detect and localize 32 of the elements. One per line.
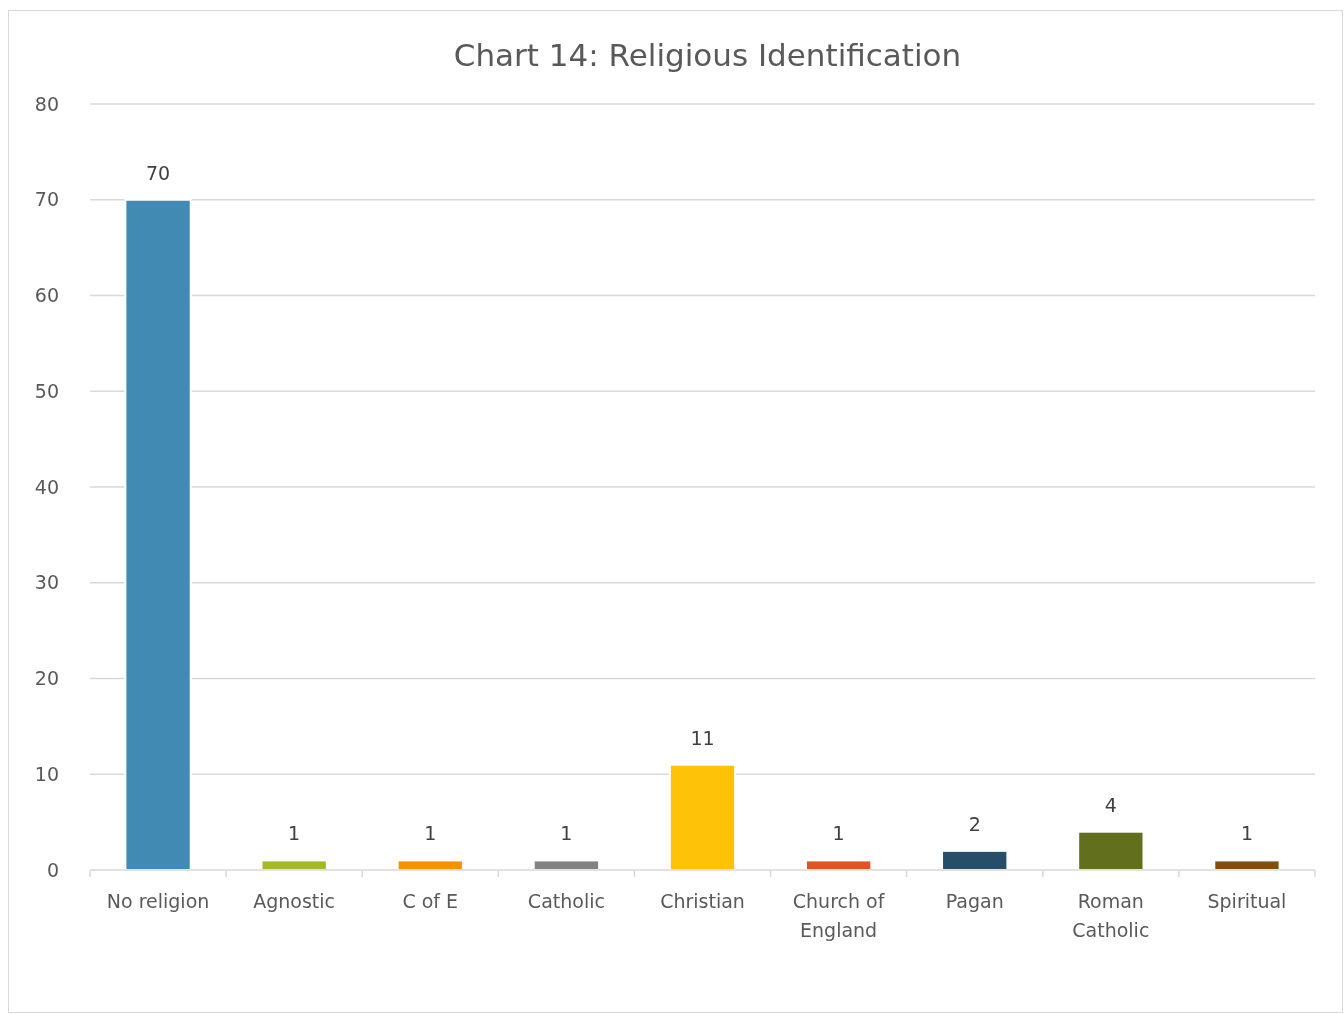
y-tick-label: 0 [46, 858, 59, 881]
data-label: 2 [968, 812, 981, 835]
bar [668, 763, 737, 871]
y-tick-label: 40 [34, 475, 59, 498]
x-tick-label: Agnostic [253, 890, 336, 912]
bar [941, 849, 1009, 871]
y-tick-label: 80 [34, 92, 59, 115]
x-tick-label: C of E [402, 890, 459, 912]
bar [124, 198, 192, 871]
y-tick-label: 20 [34, 667, 59, 690]
chart-title: Chart 14: Religious Identification [453, 37, 962, 73]
x-tick-label: Spiritual [1207, 890, 1287, 912]
x-tick-label: Pagan [945, 890, 1004, 912]
x-tick-label: Church of England [792, 890, 886, 941]
data-label: 1 [424, 822, 437, 845]
bar [1077, 830, 1145, 871]
y-tick-label: 10 [34, 762, 59, 785]
data-label: 1 [288, 822, 301, 845]
y-tick-label: 50 [34, 379, 59, 402]
data-label: 1 [1240, 822, 1253, 845]
data-label: 1 [560, 822, 573, 845]
data-label: 11 [690, 726, 715, 749]
y-tick-label: 60 [34, 284, 59, 307]
data-label: 1 [832, 822, 845, 845]
x-tick-label: No religion [106, 890, 210, 912]
data-label: 70 [145, 161, 171, 184]
y-tick-label: 70 [34, 188, 59, 211]
x-tick-label: Catholic [527, 890, 605, 912]
y-tick-label: 30 [34, 571, 59, 594]
x-tick-label: Roman Catholic [1072, 890, 1150, 941]
x-tick-label: Christian [660, 890, 745, 912]
data-label: 4 [1104, 793, 1117, 816]
